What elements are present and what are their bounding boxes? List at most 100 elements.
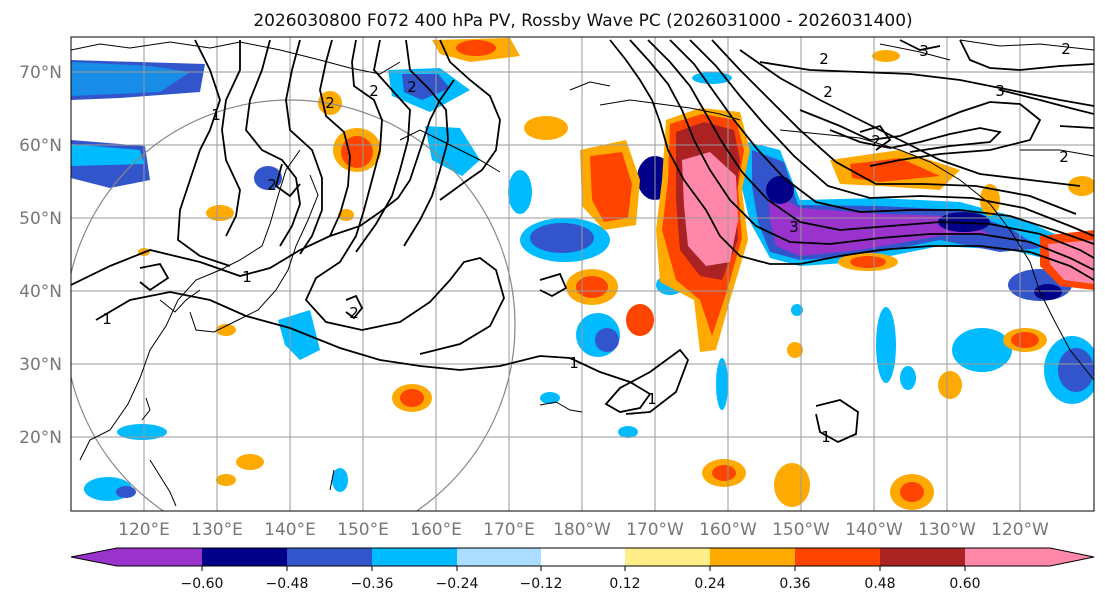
colorbar-tick-label: −0.12 — [520, 576, 563, 592]
map-area: 1 2 2 2 2 1 2 1 1 1 1 2 3 2 2 3 2 3 2 — [71, 37, 1094, 511]
shade-patch — [938, 212, 990, 232]
contour-labels: 1 2 2 2 2 1 2 1 1 1 1 2 3 2 2 3 2 3 2 — [102, 40, 1071, 446]
contour-label: 3 — [995, 82, 1005, 100]
shade-patch — [206, 205, 234, 221]
shade-patch — [425, 126, 480, 176]
latitude-ticks: 70°N 60°N 50°N 40°N 30°N 20°N — [19, 63, 62, 448]
colorbar-tick-label: 0.48 — [864, 576, 895, 592]
x-tick-label: 170°E — [483, 520, 535, 540]
shade-patch — [595, 328, 619, 352]
colorbar-segment — [287, 548, 372, 566]
contour-label: 1 — [242, 268, 252, 286]
colorbar-segment — [117, 548, 202, 566]
contour-label: 1 — [211, 106, 221, 124]
colorbar: −0.60 −0.48 −0.36 −0.24 −0.12 0.12 0.24 … — [70, 547, 1095, 592]
coastlines — [71, 39, 1094, 507]
colorbar-tick-label: 0.24 — [694, 576, 725, 592]
shade-patch — [524, 116, 568, 140]
x-tick-label: 130°W — [918, 520, 976, 540]
contour-label: 2 — [349, 304, 359, 322]
shade-patch — [980, 184, 1000, 216]
y-tick-label: 40°N — [19, 282, 62, 302]
map-title: 2026030800 F072 400 hPa PV, Rossby Wave … — [253, 11, 912, 31]
contour-label: 2 — [267, 176, 277, 194]
shade-patch — [116, 486, 136, 498]
colorbar-segment — [880, 548, 965, 566]
x-tick-label: 120°W — [991, 520, 1049, 540]
shade-patch — [216, 324, 236, 336]
shade-patch — [952, 328, 1012, 372]
x-tick-label: 140°W — [845, 520, 903, 540]
x-tick-label: 180°W — [553, 520, 611, 540]
shade-patch — [938, 371, 962, 399]
contour-label: 1 — [821, 428, 831, 446]
colorbar-segment — [457, 548, 541, 566]
shade-patch — [332, 468, 348, 492]
reference-circle — [71, 99, 516, 511]
pv-contours — [71, 39, 1094, 444]
colorbar-outline — [70, 547, 1095, 567]
shade-patch — [900, 366, 916, 390]
shade-patch — [850, 256, 886, 268]
shade-patch — [716, 358, 728, 410]
colorbar-tick-label: −0.24 — [436, 576, 479, 592]
shade-patch — [876, 307, 896, 383]
colorbar-segment — [1050, 548, 1094, 566]
x-tick-label: 130°E — [191, 520, 243, 540]
shade-patch — [254, 166, 282, 190]
x-tick-label: 170°W — [626, 520, 684, 540]
colorbar-segment — [71, 548, 117, 566]
x-tick-label: 140°E — [264, 520, 316, 540]
shade-patch — [712, 465, 736, 481]
shade-patch — [236, 454, 264, 470]
shade-patch — [540, 392, 560, 404]
shade-patch — [682, 152, 738, 266]
x-tick-label: 120°E — [118, 520, 170, 540]
shade-patch — [872, 50, 900, 62]
shade-patch — [850, 158, 940, 182]
y-tick-label: 60°N — [19, 136, 62, 156]
shade-patch — [774, 463, 810, 507]
x-tick-label: 160°E — [410, 520, 462, 540]
colorbar-tick-label: −0.60 — [181, 576, 224, 592]
contour-label: 2 — [407, 78, 417, 96]
colorbar-tick-label: −0.48 — [266, 576, 309, 592]
colorbar-segment — [795, 548, 880, 566]
shade-patch — [590, 152, 632, 222]
contour-label: 1 — [102, 310, 112, 328]
shade-patch — [626, 304, 654, 336]
contour-label: 2 — [1059, 148, 1069, 166]
shade-patch — [1011, 332, 1039, 348]
contour-label: 2 — [871, 132, 881, 150]
shade-patch — [900, 482, 924, 502]
contour-label: 3 — [919, 42, 929, 60]
contour-label: 2 — [819, 50, 829, 68]
contour-label: 2 — [1061, 40, 1071, 58]
contour-label: 2 — [823, 83, 833, 101]
y-tick-label: 70°N — [19, 63, 62, 83]
y-tick-label: 30°N — [19, 355, 62, 375]
shade-patch — [216, 474, 236, 486]
pv-anomaly-shading — [71, 38, 1094, 510]
colorbar-tick-label: −0.36 — [351, 576, 394, 592]
x-tick-label: 150°E — [337, 520, 389, 540]
colorbar-segment — [372, 548, 457, 566]
shade-patch — [117, 424, 167, 440]
colorbar-segment — [541, 548, 625, 566]
shade-patch — [71, 62, 190, 96]
colorbar-tick-label: 0.36 — [779, 576, 810, 592]
x-tick-label: 160°W — [699, 520, 757, 540]
longitude-ticks: 120°E 130°E 140°E 150°E 160°E 170°E 180°… — [118, 520, 1049, 540]
shade-patch — [766, 176, 794, 204]
shade-patch — [1058, 348, 1094, 392]
shade-patch — [1034, 284, 1062, 300]
x-tick-label: 150°W — [772, 520, 830, 540]
map-frame — [70, 36, 1095, 512]
contour-label: 2 — [369, 82, 379, 100]
shade-patch — [791, 304, 803, 316]
colorbar-segment — [710, 548, 795, 566]
shade-patch — [530, 223, 594, 253]
contour-label: 2 — [325, 94, 335, 112]
colorbar-segment — [202, 548, 287, 566]
shade-patch — [71, 144, 144, 166]
